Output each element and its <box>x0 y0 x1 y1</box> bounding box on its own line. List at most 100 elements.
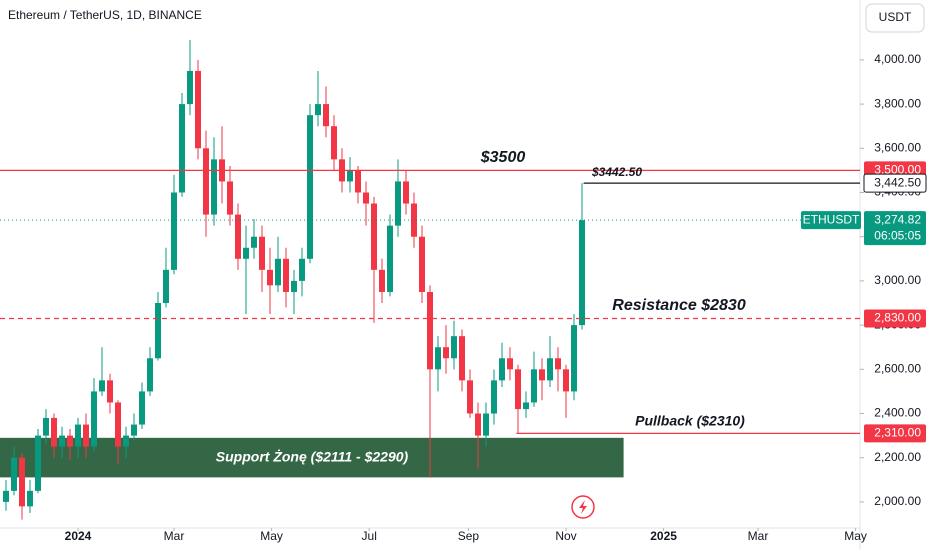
candle-body <box>347 170 353 182</box>
currency-label[interactable]: USDT <box>879 10 912 24</box>
candle-body <box>419 236 425 292</box>
x-tick-label: Jul <box>362 529 377 543</box>
x-tick-label: May <box>260 529 283 543</box>
level-label: 3,500.00 <box>874 163 921 177</box>
candle-body <box>195 70 201 149</box>
candle-body <box>403 181 409 204</box>
candle-body <box>411 203 417 237</box>
candle-body <box>83 424 89 447</box>
annotation: Resistance $2830 <box>612 297 746 314</box>
candle-body <box>579 220 585 326</box>
candle-body <box>179 104 185 193</box>
last-price-box <box>864 211 926 246</box>
candle-body <box>531 369 537 403</box>
candle-body <box>395 181 401 226</box>
candle-body <box>427 291 433 370</box>
candle-body <box>227 181 233 215</box>
candle-body <box>27 490 33 507</box>
candle-body <box>307 115 313 259</box>
candle-body <box>35 435 41 491</box>
candle-body <box>355 170 361 193</box>
candle-body <box>267 269 273 286</box>
candle-body <box>163 269 169 304</box>
candle-body <box>131 424 137 436</box>
last-price-label: 3,274.82 <box>874 212 921 226</box>
candle-body <box>387 225 393 292</box>
candle-body <box>147 358 153 392</box>
y-tick-label: 2,600.00 <box>874 361 921 375</box>
x-tick-label: Mar <box>164 529 185 543</box>
candle-body <box>331 126 337 160</box>
x-tick-label: 2024 <box>65 529 92 543</box>
currency-button[interactable] <box>865 3 925 33</box>
annotation: Pullback ($2310) <box>635 413 745 429</box>
annotation: $3442.50 <box>591 165 642 179</box>
candle-body <box>251 236 257 248</box>
candle-body <box>283 258 289 292</box>
candle-body <box>563 369 569 392</box>
candle-body <box>139 391 145 425</box>
candle-body <box>51 417 57 447</box>
candle-body <box>555 358 561 370</box>
candle-body <box>11 457 17 491</box>
candle-body <box>443 347 449 359</box>
candle-body <box>571 325 577 392</box>
candle-body <box>75 424 81 447</box>
candle-body <box>203 148 209 215</box>
candle-body <box>435 347 441 370</box>
candle-body <box>507 358 513 370</box>
level-label-box <box>864 309 926 328</box>
plot-area: Support Żonę ($2111 - $2290) <box>0 40 860 520</box>
x-tick-label: Sep <box>458 529 480 543</box>
candle-body <box>259 236 265 270</box>
candle-body <box>451 336 457 359</box>
candle-body <box>491 380 497 414</box>
zone-label: Support Żonę ($2111 - $2290) <box>216 448 409 464</box>
candle-body <box>323 104 329 127</box>
candle-body <box>539 369 545 381</box>
candle-body <box>235 214 241 259</box>
candle-body <box>547 358 553 381</box>
candle-body <box>243 247 249 259</box>
symbol-label: ETHUSDT <box>803 212 860 226</box>
lightning <box>579 500 587 514</box>
candle-body <box>187 70 193 105</box>
x-tick-label: 2025 <box>650 529 677 543</box>
candle-body <box>291 280 297 292</box>
y-tick-label: 3,800.00 <box>874 96 921 110</box>
level-label-box <box>864 424 926 443</box>
candle-body <box>275 258 281 286</box>
y-tick-label: 3,600.00 <box>874 140 921 154</box>
candle-body <box>115 402 121 447</box>
chart-title: Ethereum / TetherUS, 1D, BINANCE <box>8 8 202 22</box>
y-tick-label: 3,000.00 <box>874 273 921 287</box>
candle-body <box>171 192 177 270</box>
annotation: $3500 <box>480 149 526 166</box>
symbol-box <box>801 211 861 230</box>
candle-body <box>315 104 321 116</box>
candle-body <box>483 413 489 436</box>
candle-body <box>19 457 25 507</box>
candle-body <box>371 203 377 270</box>
candle-body <box>67 435 73 447</box>
candle-body <box>99 380 105 392</box>
candle-body <box>211 159 217 215</box>
y-tick-label: 2,000.00 <box>874 494 921 508</box>
level-label: 3,442.50 <box>874 175 921 189</box>
candle-body <box>467 380 473 414</box>
x-tick-label: Nov <box>555 529 576 543</box>
candle-body <box>43 417 49 436</box>
candle-body <box>523 402 529 410</box>
candle-body <box>299 258 305 281</box>
candle-body <box>499 358 505 381</box>
level-label: 2,310.00 <box>874 426 921 440</box>
candle-body <box>91 391 97 447</box>
candle-body <box>155 303 161 359</box>
support-zone <box>0 437 624 478</box>
y-tick-label: 2,400.00 <box>874 406 921 420</box>
candle-body <box>123 435 129 447</box>
candle-body <box>515 369 521 410</box>
countdown: 06:05:05 <box>874 228 921 242</box>
x-tick-label: Mar <box>748 529 769 543</box>
